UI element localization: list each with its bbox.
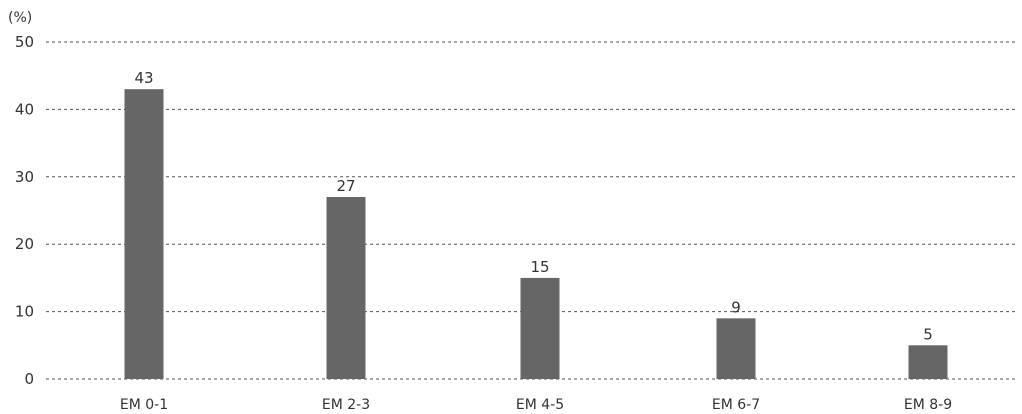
bar-value-label: 9 (731, 298, 741, 316)
bar-value-label: 5 (923, 325, 933, 343)
y-tick-label: 50 (15, 33, 34, 51)
data-labels: 43 27 15 9 5 (134, 69, 932, 343)
x-category-label: EM 0-1 (120, 397, 168, 413)
y-axis-unit-label: (%) (8, 10, 32, 26)
y-tick-label: 40 (15, 100, 34, 118)
bar-value-label: 43 (134, 69, 153, 87)
x-category-label: EM 4-5 (516, 397, 564, 413)
y-tick-label: 20 (15, 235, 34, 253)
y-tick-label: 10 (15, 303, 34, 321)
bar (124, 89, 164, 380)
bars (124, 89, 948, 380)
bar (326, 197, 366, 379)
x-category-label: EM 6-7 (712, 397, 760, 413)
x-axis-categories: EM 0-1 EM 2-3 EM 4-5 EM 6-7 EM 8-9 (120, 397, 952, 413)
bar (908, 345, 948, 379)
y-axis-ticks: 0 10 20 30 40 50 (15, 33, 34, 388)
bar (716, 318, 756, 379)
y-tick-label: 0 (24, 370, 34, 388)
x-category-label: EM 8-9 (904, 397, 952, 413)
y-tick-label: 30 (15, 168, 34, 186)
bar (520, 277, 560, 379)
bar-value-label: 27 (336, 177, 355, 195)
bar-value-label: 15 (530, 258, 549, 276)
x-category-label: EM 2-3 (322, 397, 370, 413)
